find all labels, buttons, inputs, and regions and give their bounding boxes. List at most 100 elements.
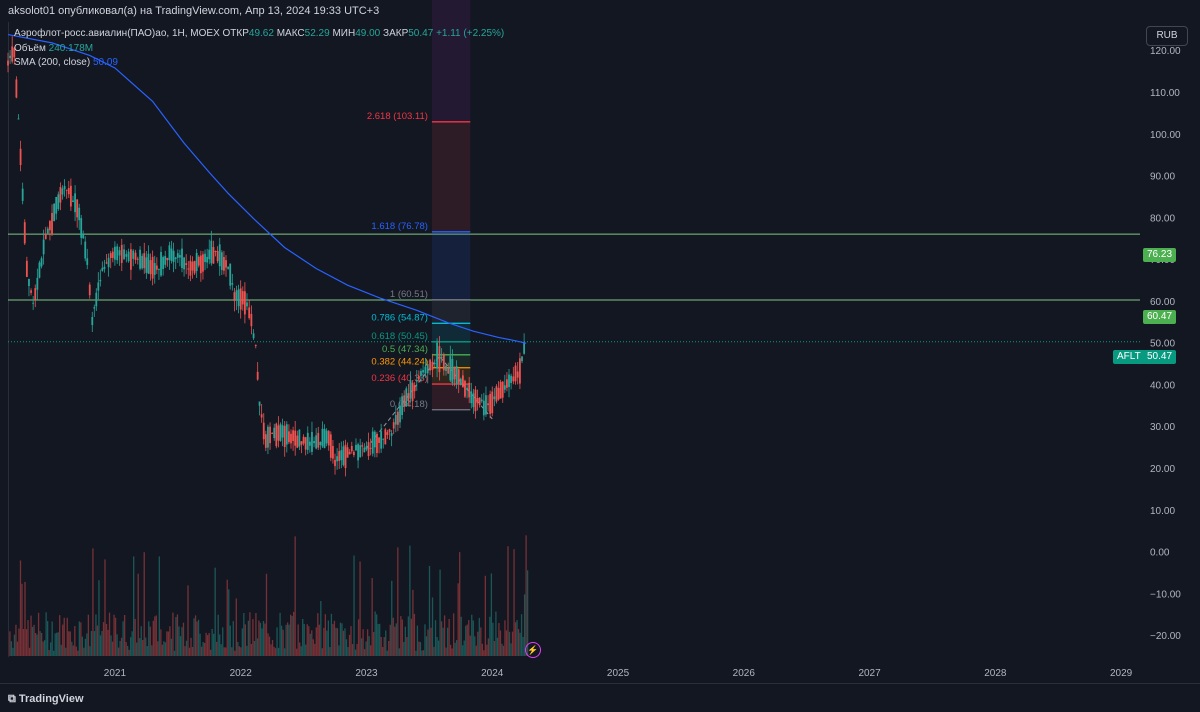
fib-level-label: 0.786 (54.87): [371, 312, 428, 323]
volume-bar: [182, 622, 185, 656]
volume-bar: [386, 650, 388, 656]
candle-body: [21, 188, 24, 201]
volume-bar: [320, 601, 322, 656]
candle-body: [447, 368, 450, 374]
volume-bar: [258, 620, 260, 656]
volume-bar: [31, 626, 34, 656]
candle-body: [304, 437, 307, 450]
candle-body: [235, 290, 238, 301]
currency-button[interactable]: RUB: [1146, 26, 1188, 46]
volume-bar: [78, 621, 80, 656]
volume-bar: [173, 650, 176, 656]
x-tick-label: 2022: [230, 668, 253, 679]
candle-body: [72, 200, 74, 203]
volume-bar: [504, 620, 506, 656]
candle-body: [208, 249, 211, 260]
candle-body: [250, 313, 253, 327]
volume-bar: [39, 631, 41, 656]
volume-bar: [51, 621, 53, 656]
volume-bar: [469, 635, 471, 656]
candle-body: [306, 432, 309, 450]
volume-bar: [111, 641, 114, 656]
volume-bar: [286, 622, 289, 656]
candle-body: [107, 257, 110, 268]
volume-bar: [136, 642, 138, 656]
volume-bar: [92, 548, 94, 656]
volume-bar: [282, 629, 284, 656]
candle-body: [415, 380, 418, 382]
candle-body: [277, 425, 280, 441]
candle-body: [386, 432, 389, 435]
lightning-icon[interactable]: ⚡: [525, 642, 541, 658]
chart-pane[interactable]: [8, 22, 1141, 657]
fib-level-label: 0.382 (44.24): [371, 357, 428, 368]
volume-bar: [365, 641, 367, 656]
x-tick-label: 2021: [104, 668, 127, 679]
volume-bar: [190, 637, 192, 656]
candle-body: [380, 431, 383, 449]
volume-bar: [149, 626, 151, 656]
candle-body: [464, 380, 466, 397]
candle-body: [449, 356, 452, 381]
candle-body: [436, 342, 438, 369]
candle-body: [69, 185, 72, 207]
candle-body: [523, 341, 526, 354]
volume-bar: [219, 634, 221, 656]
candle-body: [461, 375, 464, 388]
candle-body: [308, 441, 311, 446]
candle-body: [499, 381, 502, 399]
candle-body: [382, 438, 385, 440]
sma-label: SMA (200, close): [14, 57, 91, 68]
volume-bar: [208, 632, 210, 656]
candle-body: [153, 263, 156, 275]
candle-body: [67, 187, 70, 195]
volume-bar: [379, 623, 381, 656]
candle-body: [338, 451, 341, 461]
candle-body: [178, 255, 181, 258]
candle-body: [476, 397, 479, 403]
volume-bar: [56, 632, 58, 656]
volume-bar: [360, 638, 363, 656]
tradingview-logo[interactable]: ⧉ TradingView: [8, 693, 84, 705]
candle-body: [319, 441, 322, 446]
volume-bar: [404, 626, 407, 656]
candle-body: [84, 241, 87, 259]
volume-bar: [197, 619, 200, 656]
candle-body: [38, 262, 41, 278]
volume-bar: [178, 626, 180, 656]
candle-body: [482, 400, 485, 416]
y-tick-label: 100.00: [1150, 130, 1181, 141]
volume-bar: [407, 616, 410, 656]
candle-body: [327, 431, 330, 446]
volume-bar: [102, 622, 105, 656]
volume-bar: [311, 630, 313, 656]
volume-bar: [267, 633, 269, 656]
volume-bar: [430, 627, 432, 656]
candle-body: [101, 267, 104, 271]
volume-bar: [413, 613, 416, 656]
candle-body: [11, 46, 14, 62]
candle-body: [390, 433, 393, 436]
candle-body: [252, 333, 255, 339]
volume-bar: [247, 620, 250, 656]
fib-level-label: 0.5 (47.34): [382, 344, 428, 355]
candle-body: [166, 257, 169, 261]
volume-bar: [362, 629, 364, 656]
volume-bar: [62, 624, 64, 656]
volume-bar: [15, 624, 17, 656]
volume-bar: [134, 618, 136, 656]
volume-bar: [104, 559, 106, 656]
volume-bar: [484, 575, 486, 656]
volume-bar: [274, 648, 277, 656]
volume-bar: [172, 612, 174, 656]
candle-body: [218, 244, 221, 267]
candle-body: [334, 459, 336, 467]
y-tick-label: 50.00: [1150, 339, 1175, 350]
volume-bar: [463, 640, 465, 656]
high-value: 52.29: [304, 28, 330, 39]
volume-bar: [487, 638, 490, 656]
volume-bar: [517, 629, 520, 656]
candle-body: [260, 414, 263, 418]
fib-zone: [431, 299, 471, 324]
